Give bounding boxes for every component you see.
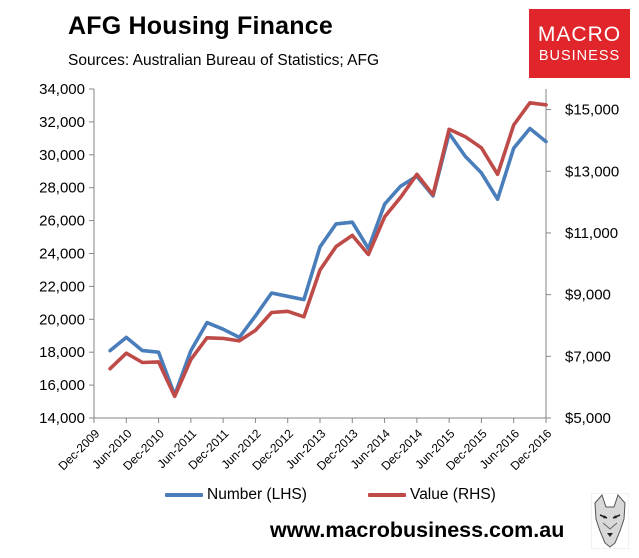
y-right-tick-label: $11,000 (565, 225, 618, 242)
legend-item-number: Number (LHS) (165, 486, 307, 504)
legend-label-value: Value (RHS) (410, 486, 496, 503)
y-left-tick-label: 34,000 (39, 81, 85, 98)
y-right-tick-label: $13,000 (565, 163, 619, 180)
logo-line-2: BUSINESS (538, 47, 621, 64)
y-right-tick-label: $5,000 (565, 410, 611, 427)
y-left-tick-label: 30,000 (39, 147, 85, 164)
y-left-tick-label: 22,000 (39, 278, 85, 295)
website-url[interactable]: www.macrobusiness.com.au (270, 518, 565, 542)
y-left-tick-label: 28,000 (39, 180, 85, 197)
y-left-tick-label: 16,000 (39, 377, 85, 394)
chart-legend: Number (LHS) Value (RHS) (0, 486, 639, 510)
chart-area: 14,000 16,000 18,000 20,000 22,000 24,000 26,0… (39, 81, 619, 473)
macrobusiness-logo: MACRO BUSINESS (529, 9, 630, 78)
y-left-tick-label: 18,000 (39, 344, 85, 361)
y-left-tick-label: 14,000 (39, 410, 85, 427)
series-line-value (108, 101, 548, 399)
logo-line-1: MACRO (537, 22, 622, 46)
chart-title: AFG Housing Finance (68, 12, 333, 40)
chart-subtitle: Sources: Australian Bureau of Statistics… (68, 52, 380, 69)
series-line-number (108, 126, 548, 397)
legend-item-value: Value (RHS) (368, 486, 496, 504)
y-left-tick-label: 26,000 (39, 213, 85, 230)
y-left-tick-label: 24,000 (39, 246, 85, 263)
legend-swatch-number (165, 493, 203, 497)
legend-label-number: Number (LHS) (207, 486, 307, 503)
wolf-head-icon (591, 493, 629, 549)
y-right-tick-label: $7,000 (565, 348, 611, 365)
y-right-tick-label: $15,000 (565, 102, 619, 119)
y-left-tick-label: 20,000 (39, 311, 85, 328)
y-right-tick-label: $9,000 (565, 287, 611, 304)
y-left-tick-label: 32,000 (39, 114, 85, 131)
legend-swatch-value (368, 493, 406, 497)
